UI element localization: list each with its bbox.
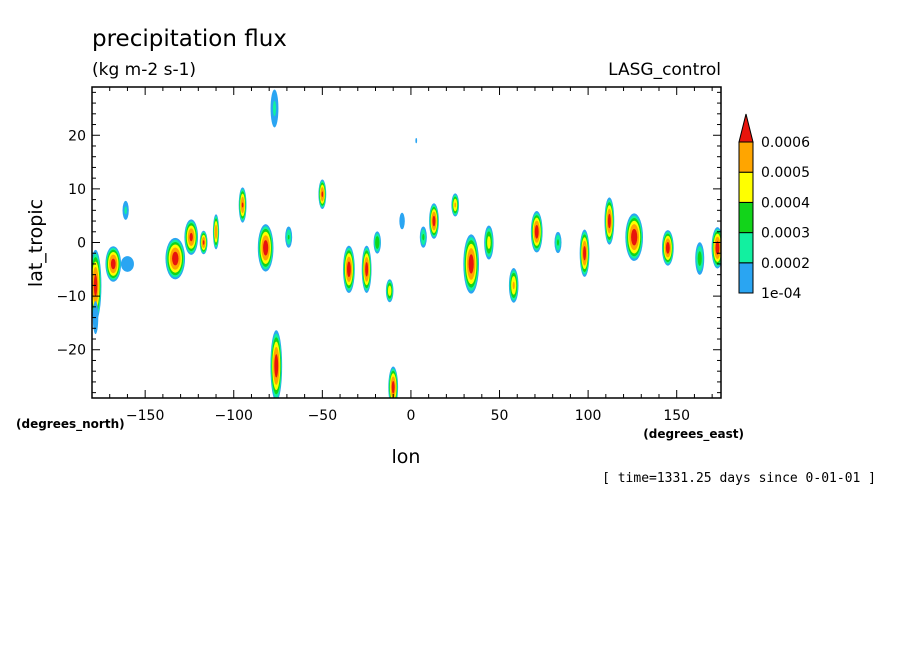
precip-cell bbox=[343, 245, 355, 294]
precip-cell bbox=[122, 200, 129, 220]
x-tick-label: 150 bbox=[663, 408, 690, 424]
colorbar-swatch bbox=[738, 262, 754, 294]
y-units-label: (degrees_north) bbox=[16, 417, 125, 432]
precip-cell bbox=[257, 224, 274, 272]
precip-cell bbox=[285, 226, 293, 248]
colorbar-swatch bbox=[738, 201, 754, 234]
precip-cell bbox=[530, 211, 543, 253]
chart-title: precipitation flux bbox=[92, 26, 287, 52]
precipitation-field bbox=[92, 89, 721, 398]
precip-cell bbox=[270, 330, 283, 398]
precip-cell bbox=[270, 89, 279, 128]
colorbar-label: 0.0004 bbox=[761, 195, 810, 211]
precip-cell bbox=[165, 237, 186, 280]
precip-cell bbox=[711, 227, 721, 269]
precip-cell bbox=[238, 187, 247, 223]
precip-cell bbox=[579, 229, 590, 277]
x-tick-label: 50 bbox=[491, 408, 509, 424]
precip-cell bbox=[508, 268, 519, 303]
precip-cell bbox=[399, 212, 405, 230]
colorbar-overflow-arrow bbox=[738, 113, 754, 143]
colorbar-swatch bbox=[738, 171, 754, 203]
x-tick-label: 0 bbox=[406, 408, 415, 424]
colorbar-label: 1e-04 bbox=[761, 286, 801, 302]
colorbar-label: 0.0005 bbox=[761, 165, 810, 181]
x-tick-label: −50 bbox=[308, 408, 338, 424]
precip-cell bbox=[184, 219, 199, 255]
y-tick-label: −10 bbox=[56, 289, 86, 305]
precip-cell bbox=[199, 230, 208, 255]
precip-cell bbox=[463, 234, 480, 294]
x-tick-label: −150 bbox=[126, 408, 164, 424]
precip-cell bbox=[451, 193, 460, 217]
precip-cell bbox=[625, 213, 644, 261]
y-axis-label: lat_tropic bbox=[25, 199, 47, 287]
x-tick-labels: −150 −100 −50 0 50 100 150 bbox=[126, 408, 690, 424]
x-axis-label: lon bbox=[392, 446, 421, 468]
precip-cell bbox=[429, 203, 439, 239]
time-stamp: [ time=1331.25 days since 0-01-01 ] bbox=[602, 471, 876, 486]
chart-units: (kg m-2 s-1) bbox=[92, 60, 196, 80]
y-tick-label: −20 bbox=[56, 343, 86, 359]
precip-cell bbox=[373, 231, 381, 254]
precip-cell bbox=[661, 230, 674, 266]
precip-cell bbox=[415, 137, 418, 144]
precip-cell bbox=[695, 242, 705, 275]
dataset-label: LASG_control bbox=[608, 60, 721, 80]
y-tick-label: 10 bbox=[68, 182, 86, 198]
precip-cell bbox=[388, 366, 399, 398]
colorbar: 1e-04 0.0002 0.0003 0.0004 0.0005 0.0006 bbox=[738, 113, 810, 302]
precip-cell bbox=[361, 245, 372, 293]
y-tick-label: 20 bbox=[68, 128, 86, 144]
precip-cell bbox=[419, 226, 427, 248]
precip-cell bbox=[385, 279, 394, 303]
colorbar-label: 0.0002 bbox=[761, 256, 810, 272]
x-units-label: (degrees_east) bbox=[643, 427, 744, 442]
x-tick-label: −100 bbox=[215, 408, 253, 424]
precip-cell bbox=[212, 214, 220, 250]
y-tick-labels: 20 10 0 −10 −20 bbox=[56, 128, 86, 358]
colorbar-swatch bbox=[738, 141, 754, 173]
precip-cell bbox=[554, 231, 562, 254]
colorbar-swatch bbox=[738, 232, 754, 264]
axis-ticks bbox=[91, 87, 721, 398]
y-tick-label: 0 bbox=[77, 236, 86, 252]
x-tick-label: 100 bbox=[575, 408, 602, 424]
precip-cell bbox=[604, 197, 615, 245]
precip-cell bbox=[318, 179, 327, 209]
colorbar-label: 0.0006 bbox=[761, 135, 810, 151]
precip-cell bbox=[120, 256, 134, 272]
colorbar-label: 0.0003 bbox=[761, 226, 810, 242]
precip-cell bbox=[105, 246, 122, 282]
precip-cell bbox=[484, 225, 494, 260]
